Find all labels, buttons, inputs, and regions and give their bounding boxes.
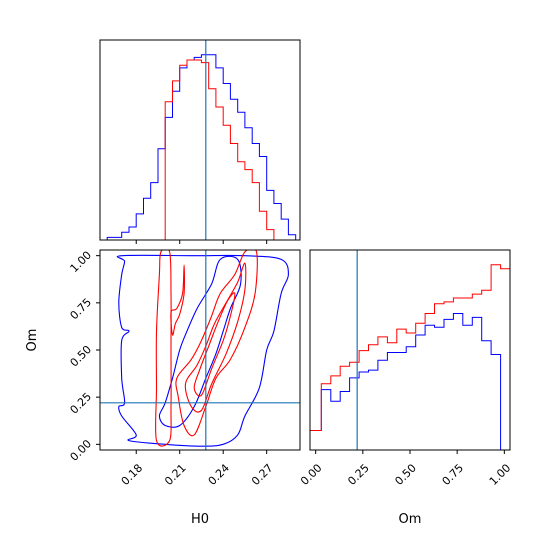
contour-ylabel: Om — [25, 329, 40, 352]
contour-red-level-2 — [170, 264, 186, 336]
contour-xtick-label: 0.24 — [206, 461, 233, 488]
contour-xlabel: H0 — [191, 512, 209, 527]
contour-xtick-label: 0.21 — [162, 461, 189, 488]
contour-xtick-label: 0.27 — [249, 461, 276, 488]
contour-blue-level-1 — [116, 254, 289, 447]
om-histogram-xlabel: Om — [399, 512, 422, 527]
contour-ytick-label: 0.50 — [68, 343, 95, 370]
contour-ytick-label: 1.00 — [68, 249, 95, 276]
h0-histogram-frame — [99, 39, 301, 241]
contour-ytick-label: 0.75 — [68, 296, 95, 323]
contour-red-level-1 — [154, 250, 172, 447]
contour-red-level-4 — [184, 262, 247, 413]
h0-histogram-blue-series — [100, 54, 297, 241]
om-histogram-xtick-label: 0.50 — [392, 461, 419, 488]
om-histogram-frame — [309, 249, 511, 451]
contour-ytick-label: 0.00 — [68, 437, 95, 464]
contour-xtick-label: 0.18 — [119, 461, 146, 488]
contour-frame — [99, 249, 301, 451]
om-histogram-blue-series — [309, 313, 510, 451]
h0-histogram-red-series — [100, 59, 296, 241]
om-histogram-xtick-label: 0.00 — [298, 461, 325, 488]
contour-ytick-label: 0.25 — [68, 390, 95, 417]
contour-red-level-3 — [175, 250, 258, 437]
om-histogram-xtick-label: 1.00 — [487, 461, 514, 488]
om-histogram-xtick-label: 0.25 — [345, 461, 372, 488]
om-histogram-xtick-label: 0.75 — [440, 461, 467, 488]
om-histogram-red-series — [309, 264, 511, 450]
